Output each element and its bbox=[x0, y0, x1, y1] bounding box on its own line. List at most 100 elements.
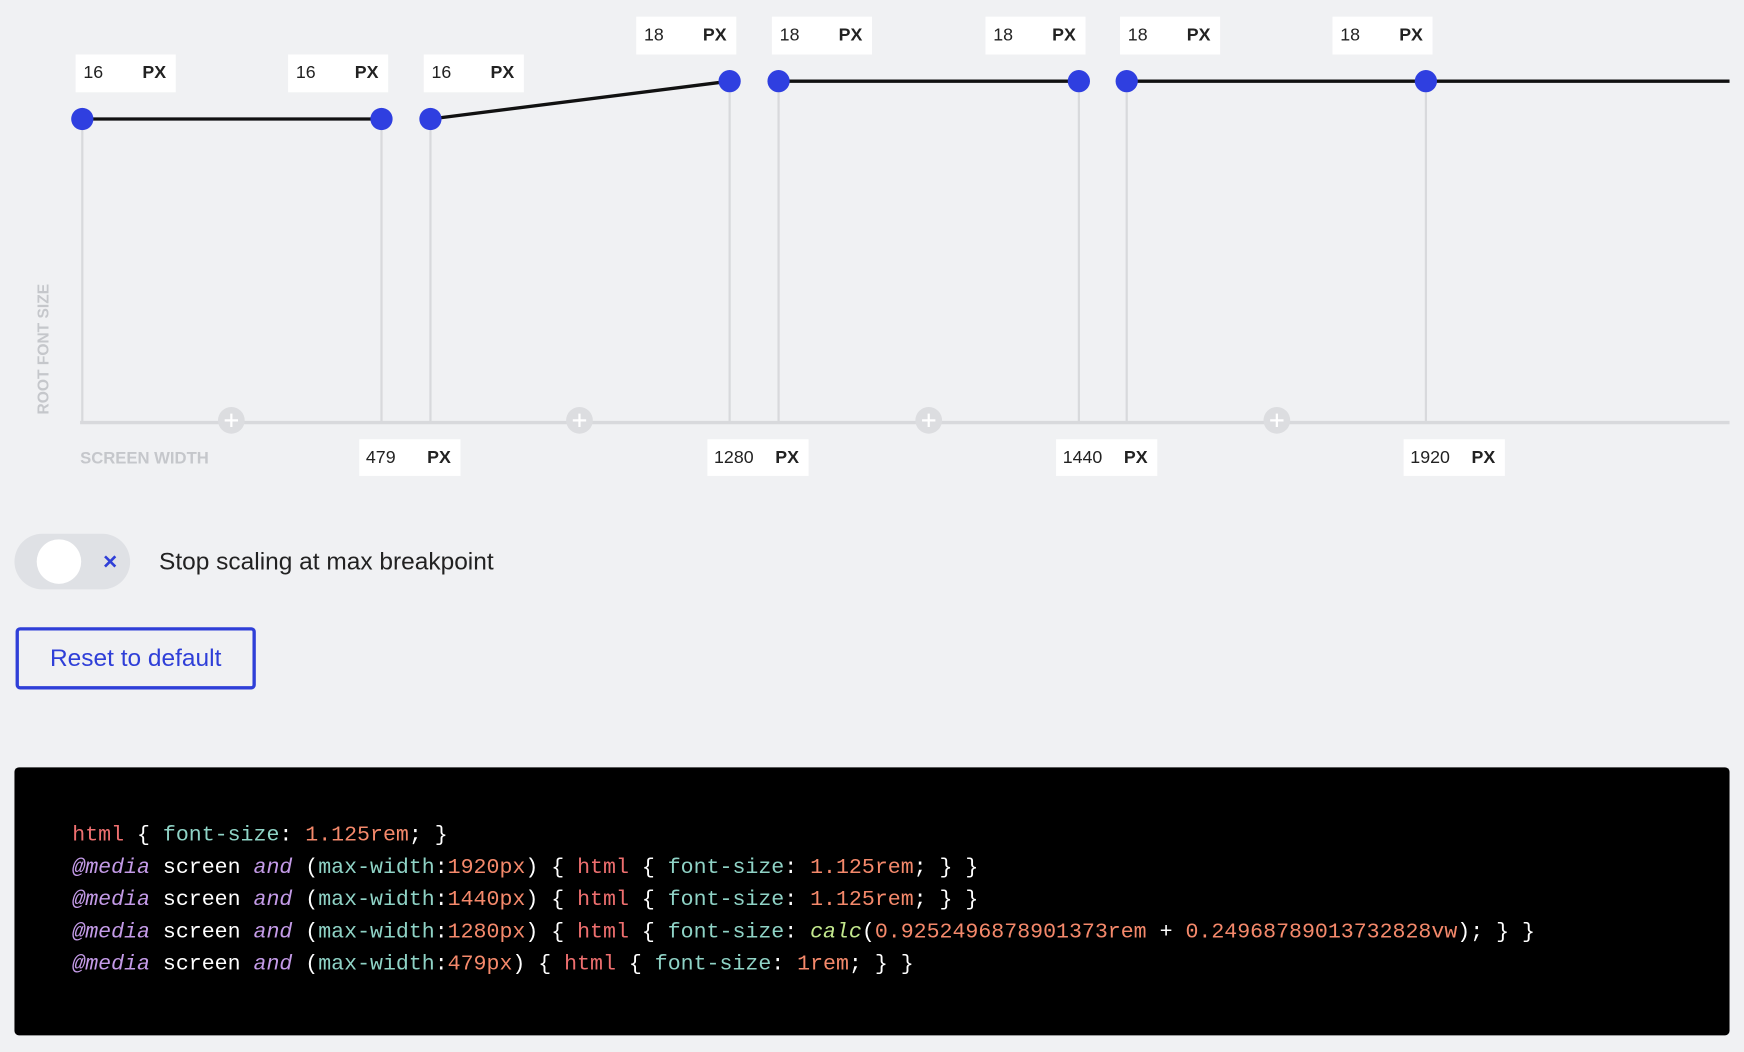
code-token: : bbox=[434, 919, 448, 945]
unit-text: PX bbox=[703, 24, 727, 44]
code-token: ); } } bbox=[1457, 919, 1535, 945]
code-token: { bbox=[124, 822, 163, 848]
code-token: calc bbox=[810, 919, 862, 945]
code-token: : bbox=[784, 919, 811, 945]
code-token: { bbox=[628, 919, 668, 945]
breakpoint-handle[interactable] bbox=[419, 107, 442, 131]
code-token: 479px bbox=[447, 951, 513, 977]
unit-text: PX bbox=[1399, 24, 1423, 44]
code-line: @media screen and (max-width:479px) { ht… bbox=[72, 949, 1535, 981]
toggle-knob bbox=[36, 539, 82, 584]
value-text: 18 bbox=[993, 24, 1013, 44]
code-token: @media bbox=[72, 855, 150, 880]
toggle[interactable]: × bbox=[14, 533, 131, 590]
code-token: screen bbox=[149, 919, 254, 945]
code-token: screen bbox=[149, 855, 254, 880]
code-token: : bbox=[434, 855, 448, 880]
value-box bbox=[636, 16, 737, 55]
plus-icon bbox=[224, 413, 239, 428]
code-token: ( bbox=[861, 919, 875, 945]
code-token: 1rem bbox=[797, 951, 849, 977]
code-token: 1.125rem bbox=[810, 855, 914, 880]
code-token: ( bbox=[292, 951, 319, 977]
breakpoint-handle[interactable] bbox=[370, 107, 393, 131]
code-token: and bbox=[253, 855, 293, 880]
code-token: font-size bbox=[667, 855, 785, 880]
breakpoint-handle[interactable] bbox=[1414, 70, 1438, 93]
code-token: : bbox=[434, 951, 448, 977]
value-box bbox=[423, 54, 524, 93]
value-box bbox=[75, 54, 176, 93]
code-token: screen bbox=[149, 887, 254, 912]
code-token: { bbox=[615, 951, 655, 977]
breakpoint-handle[interactable] bbox=[1115, 70, 1138, 93]
code-token: ; } } bbox=[848, 951, 914, 977]
plus-icon bbox=[572, 413, 587, 428]
code-token: 1920px bbox=[447, 855, 526, 880]
code-lines: html { font-size: 1.125rem; } @media scre… bbox=[72, 820, 1535, 981]
value-box bbox=[288, 54, 389, 93]
code-token: screen bbox=[149, 951, 254, 977]
toggle-label: Stop scaling at max breakpoint bbox=[159, 547, 494, 575]
width-text: 1920 bbox=[1410, 447, 1450, 467]
code-token: : bbox=[771, 951, 798, 977]
code-token: ) { bbox=[512, 951, 565, 977]
breakpoint-handle[interactable] bbox=[1067, 70, 1090, 93]
code-line: @media screen and (max-width:1280px) { h… bbox=[72, 916, 1535, 948]
plus-icon bbox=[1270, 413, 1284, 428]
width-box bbox=[1056, 439, 1158, 476]
code-token: max-width bbox=[318, 887, 435, 912]
code-line: html { font-size: 1.125rem; } bbox=[72, 820, 1535, 852]
code-token: ( bbox=[292, 887, 319, 912]
y-axis-label: ROOT FONT SIZE bbox=[36, 284, 53, 415]
breakpoint-editor: ROOT FONT SIZE SCREEN WIDTH 16 PX 16 PX 16 PX… bbox=[36, 16, 1730, 476]
code-token: ) { bbox=[525, 855, 578, 880]
code-token: html bbox=[577, 919, 629, 945]
reset-button[interactable]: Reset to default bbox=[15, 627, 256, 690]
value-box bbox=[985, 16, 1086, 55]
code-token: max-width bbox=[318, 919, 435, 945]
unit-text: PX bbox=[1052, 24, 1076, 44]
value-text: 18 bbox=[1128, 24, 1148, 44]
code-token: ; } } bbox=[913, 855, 979, 880]
unit-text: PX bbox=[142, 62, 166, 82]
code-token: ( bbox=[292, 919, 319, 945]
code-block: html { font-size: 1.125rem; } @media scre… bbox=[14, 767, 1730, 1036]
value-text: 18 bbox=[780, 24, 800, 44]
code-token: 1440px bbox=[447, 887, 526, 912]
breakpoint-handle[interactable] bbox=[767, 70, 790, 93]
breakpoint-handle[interactable] bbox=[71, 107, 94, 131]
value-text: 16 bbox=[432, 62, 452, 82]
code-token: + bbox=[1146, 919, 1186, 945]
code-token: 1.125rem bbox=[810, 887, 914, 912]
code-line: @media screen and (max-width:1920px) { h… bbox=[72, 852, 1535, 884]
unit-text: PX bbox=[775, 447, 799, 467]
value-text: 16 bbox=[296, 62, 316, 82]
value-text: 18 bbox=[644, 24, 664, 44]
segment-line bbox=[430, 79, 730, 121]
code-token: html bbox=[564, 951, 616, 977]
code-token: and bbox=[253, 887, 293, 912]
breakpoint-handle[interactable] bbox=[718, 70, 741, 93]
code-token: : bbox=[784, 855, 811, 880]
code-token: 1280px bbox=[447, 919, 526, 945]
width-text: 1280 bbox=[714, 447, 754, 467]
width-text: 1440 bbox=[1063, 447, 1103, 467]
code-token: html bbox=[72, 822, 125, 848]
value-text: 16 bbox=[83, 62, 103, 82]
code-token: : bbox=[784, 887, 811, 912]
code-token: ) { bbox=[525, 919, 578, 945]
code-token: 0.9252496878901373rem bbox=[874, 919, 1147, 945]
width-box bbox=[359, 439, 461, 476]
code-line: @media screen and (max-width:1440px) { h… bbox=[72, 884, 1535, 916]
value-box bbox=[1120, 16, 1221, 55]
value-box bbox=[771, 16, 872, 55]
code-token: ; } } bbox=[913, 887, 979, 912]
code-token: max-width bbox=[318, 855, 435, 880]
unit-text: PX bbox=[490, 62, 514, 82]
code-token: and bbox=[253, 919, 293, 945]
code-token: @media bbox=[72, 951, 150, 977]
code-token: html bbox=[577, 887, 629, 912]
value-text: 18 bbox=[1340, 24, 1360, 44]
code-token: max-width bbox=[318, 951, 435, 977]
